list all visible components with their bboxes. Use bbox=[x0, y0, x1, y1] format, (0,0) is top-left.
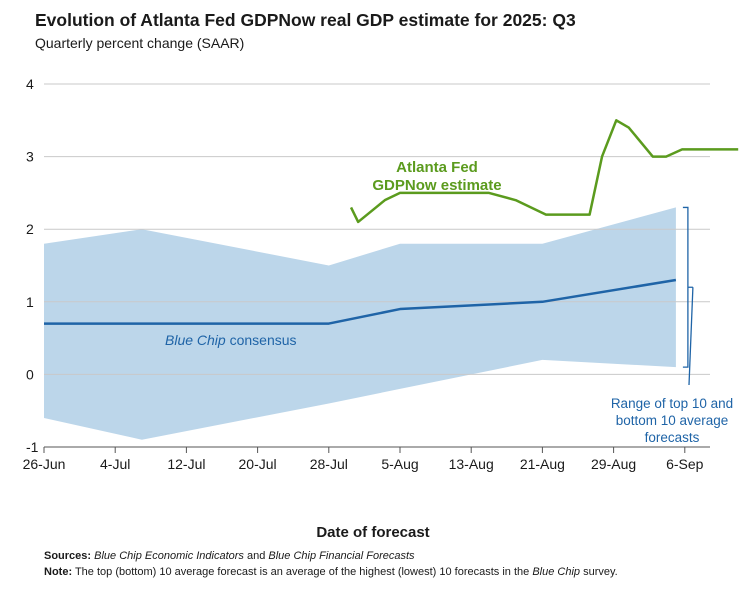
gdpnow-line bbox=[349, 119, 739, 224]
y-tick-label: 4 bbox=[26, 76, 34, 92]
note-end: survey. bbox=[580, 566, 618, 578]
forecast-range-band bbox=[44, 207, 676, 440]
x-tick-label: 6-Sep bbox=[666, 456, 704, 472]
range-label-line1: Range of top 10 and bbox=[611, 396, 733, 411]
y-tick-label: 1 bbox=[26, 294, 34, 310]
y-tick-label: 0 bbox=[26, 366, 34, 382]
x-tick-label: 13-Aug bbox=[449, 456, 494, 472]
sources-connector: and bbox=[243, 550, 269, 562]
range-bracket bbox=[682, 206, 693, 368]
range-label-line2: bottom 10 average bbox=[616, 413, 729, 428]
sources-publication-2: Blue Chip Financial Forecasts bbox=[268, 550, 415, 562]
chart-title: Evolution of Atlanta Fed GDPNow real GDP… bbox=[35, 10, 576, 30]
x-tick-label: 28-Jul bbox=[310, 456, 348, 472]
range-label-line3: forecasts bbox=[645, 430, 700, 445]
x-tick-label: 20-Jul bbox=[239, 456, 277, 472]
gdpnow-label-line1: Atlanta Fed bbox=[396, 159, 478, 176]
note-line: Note: The top (bottom) 10 average foreca… bbox=[44, 566, 618, 578]
x-tick-label: 21-Aug bbox=[520, 456, 565, 472]
note-label: Note: bbox=[44, 566, 73, 578]
note-text: The top (bottom) 10 average forecast is … bbox=[72, 566, 533, 578]
x-axis-title: Date of forecast bbox=[316, 524, 429, 541]
x-tick-label: 5-Aug bbox=[381, 456, 418, 472]
consensus-line bbox=[44, 278, 677, 325]
sources-line: Sources: Blue Chip Economic Indicators a… bbox=[44, 550, 415, 562]
consensus-label: Blue Chip consensus bbox=[165, 332, 297, 348]
sources-label: Sources: bbox=[44, 550, 92, 562]
note-blue-chip: Blue Chip bbox=[532, 566, 581, 578]
x-tick-label: 12-Jul bbox=[167, 456, 205, 472]
y-tick-label: 2 bbox=[26, 221, 34, 237]
y-tick-label: 3 bbox=[26, 149, 34, 165]
x-tick-label: 4-Jul bbox=[100, 456, 130, 472]
chart-subtitle: Quarterly percent change (SAAR) bbox=[35, 35, 245, 51]
range-leader-line bbox=[688, 287, 694, 386]
gdpnow-label-line2: GDPNow estimate bbox=[372, 177, 501, 194]
consensus-label-rest: consensus bbox=[226, 332, 297, 348]
x-tick-label: 29-Aug bbox=[591, 456, 636, 472]
consensus-label-italic: Blue Chip bbox=[165, 332, 226, 348]
y-tick-label: -1 bbox=[26, 439, 39, 455]
sources-publication-1: Blue Chip Economic Indicators bbox=[94, 550, 244, 562]
x-tick-label: 26-Jun bbox=[23, 456, 66, 472]
